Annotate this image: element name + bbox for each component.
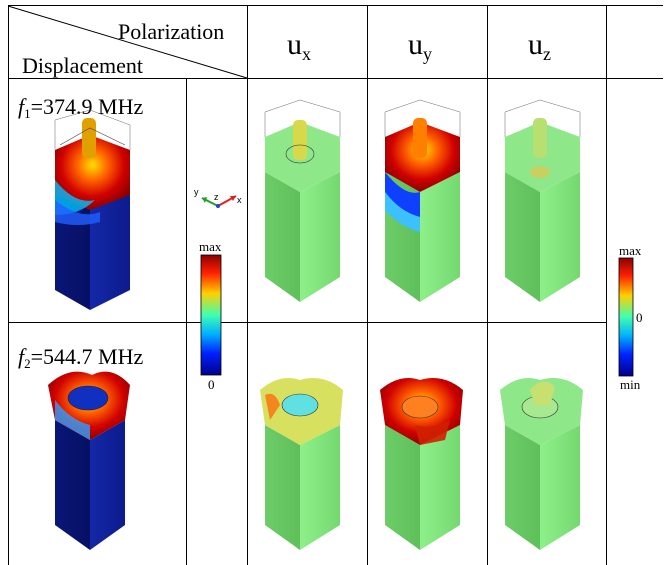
mode2-ux-pillar [260, 377, 343, 550]
mode2-uz-pillar [500, 377, 583, 550]
displacement-label: Displacement [22, 53, 143, 78]
mode2-magnitude-pillar [48, 371, 130, 550]
uy-col-divider [487, 5, 488, 565]
triad-x-label: x [237, 195, 242, 205]
magnitude-colorbar [200, 254, 222, 376]
uz-col-divider [606, 5, 607, 565]
header-bottom-border [8, 78, 663, 79]
column-header-uy: uy [408, 28, 432, 64]
mode1-uy-pillar [384, 99, 461, 302]
magnitude-colorbar-min: 0 [208, 377, 215, 392]
table-left-border [8, 5, 9, 565]
magnitude-colorbar-max: max [199, 239, 222, 254]
signed-colorbar [618, 257, 634, 377]
polarization-label: Polarization [118, 19, 225, 44]
signed-colorbar-min: min [620, 377, 641, 392]
freq-col-divider [186, 78, 187, 565]
column-header-uz: uz [528, 28, 551, 64]
coordinate-triad [201, 195, 237, 208]
mode1-ux-pillar [264, 99, 341, 302]
table-top-border [8, 5, 663, 6]
ux-col-divider [367, 5, 368, 565]
mode2-frequency: f2=544.7 MHz [18, 344, 144, 371]
column-header-ux: ux [287, 28, 311, 64]
triad-z-label: z [214, 192, 219, 202]
mode-col-divider [247, 5, 248, 565]
signed-colorbar-mid: 0 [636, 310, 643, 325]
signed-colorbar-max: max [619, 243, 642, 258]
triad-y-label: y [194, 187, 199, 197]
mode1-uz-pillar [504, 99, 581, 302]
mode1-magnitude-pillar [54, 109, 131, 310]
mode1-frequency: f1=374.9 MHz [18, 94, 144, 121]
mode2-uy-pillar [380, 377, 463, 550]
row-divider [8, 322, 606, 323]
